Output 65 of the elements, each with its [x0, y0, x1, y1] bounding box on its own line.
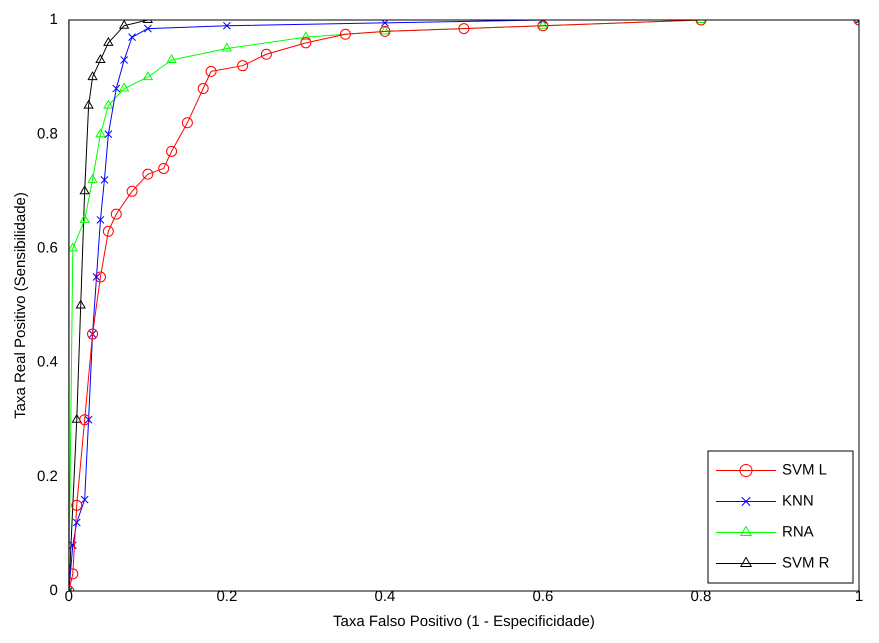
point	[119, 20, 129, 29]
point	[260, 48, 272, 60]
point	[143, 72, 153, 80]
point	[72, 414, 82, 423]
point	[102, 226, 114, 237]
y-tick-label: 0.4	[36, 354, 58, 371]
point	[222, 22, 231, 30]
point	[158, 162, 170, 174]
point	[458, 23, 470, 34]
point	[126, 186, 138, 197]
y-tick-label: 0.8	[36, 125, 58, 142]
point	[380, 26, 390, 34]
point	[380, 20, 389, 27]
point	[237, 60, 248, 72]
point	[142, 168, 154, 180]
point	[144, 24, 152, 33]
point	[104, 100, 114, 109]
legend-label: KNN	[782, 492, 814, 510]
point	[119, 83, 129, 92]
point	[68, 568, 78, 580]
legend-label: SVM R	[782, 554, 830, 572]
point	[166, 146, 178, 157]
point	[79, 414, 90, 426]
legend-label: SVM L	[782, 462, 828, 479]
point	[379, 26, 390, 37]
point	[301, 32, 311, 40]
y-tick-label: 0.2	[36, 468, 58, 485]
point	[80, 186, 90, 194]
point	[80, 214, 90, 223]
point	[88, 72, 98, 80]
point	[104, 37, 114, 46]
point	[340, 28, 351, 40]
point	[300, 37, 312, 48]
y-tick-label: 0.6	[36, 240, 58, 257]
legend-label: RNA	[782, 524, 814, 541]
point	[80, 496, 89, 504]
point	[222, 43, 232, 52]
point	[96, 54, 106, 63]
x-axis-title: Taxa Falso Positivo (1 - Especificidade)	[333, 613, 595, 630]
point	[104, 130, 112, 138]
point	[88, 174, 98, 183]
point	[96, 216, 104, 224]
y-axis-title: Taxa Real Positivo (Sensibilidade)	[12, 192, 30, 419]
point	[92, 272, 101, 281]
point	[84, 416, 93, 424]
point	[206, 66, 217, 77]
point	[96, 128, 106, 138]
point	[120, 56, 128, 64]
point	[112, 84, 120, 93]
point	[166, 54, 176, 63]
point	[182, 117, 193, 128]
point	[128, 33, 136, 42]
point	[198, 83, 209, 94]
point	[71, 500, 82, 511]
point	[68, 242, 78, 252]
point	[537, 20, 548, 32]
y-tick-label: 1	[50, 11, 58, 28]
point	[110, 208, 122, 220]
point	[68, 541, 77, 550]
point	[538, 20, 548, 29]
point	[76, 300, 86, 308]
point	[94, 271, 106, 282]
point	[84, 100, 94, 109]
point	[72, 518, 81, 527]
point	[100, 176, 108, 184]
